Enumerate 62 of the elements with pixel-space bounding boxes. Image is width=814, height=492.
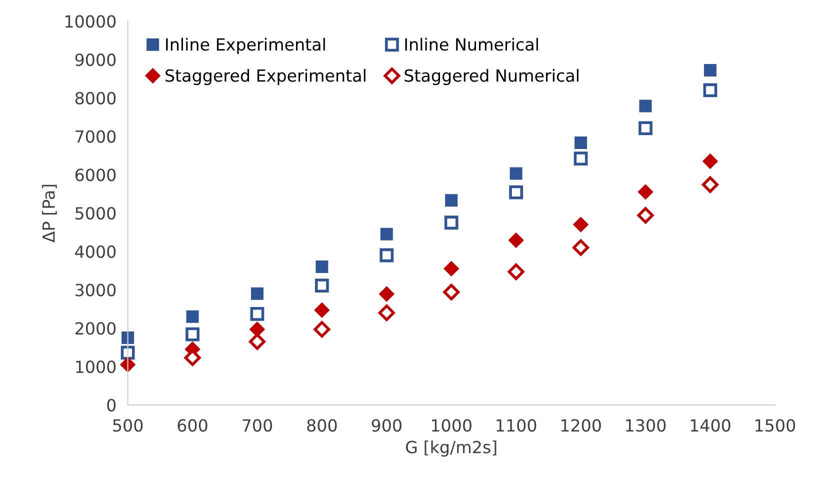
y-tick-label: 9000 [75, 53, 116, 66]
y-tick-label: 1000 [76, 360, 116, 374]
point [508, 232, 524, 248]
point [574, 136, 588, 150]
point [186, 327, 200, 342]
legend-label: Inline Numerical [405, 38, 538, 51]
y-tick-label: 8000 [75, 92, 116, 104]
x-tick-label: 1000 [432, 419, 472, 432]
point [444, 261, 459, 276]
x-tick-label: 1400 [690, 419, 730, 432]
point [314, 302, 330, 318]
x-axis-title: G [kg/m2s] [406, 440, 496, 457]
point [638, 121, 652, 136]
y-tick-label: 3000 [76, 284, 116, 296]
point [314, 321, 330, 338]
point [702, 176, 718, 193]
point [445, 194, 458, 207]
x-tick-label: 600 [178, 419, 208, 432]
point [572, 239, 590, 256]
point [250, 307, 264, 321]
y-tick-label: 0 [107, 398, 116, 412]
x-tick-label: 1500 [756, 419, 796, 432]
y-axis-title: ΔP [Pa] [42, 184, 57, 243]
legend-label: Staggered Numerical [404, 68, 578, 86]
legend-label: Staggered Experimental [166, 68, 366, 86]
point [186, 310, 199, 323]
y-tick-label: 10000 [65, 15, 116, 28]
point [637, 207, 654, 224]
x-tick-label: 700 [242, 419, 272, 432]
legend-label: Inline Experimental [166, 38, 325, 54]
x-tick-label: 1200 [561, 419, 601, 432]
x-tick-label: 1300 [626, 419, 666, 432]
y-tick-label: 4000 [75, 245, 116, 258]
point [380, 248, 394, 262]
point [703, 83, 718, 98]
point [316, 260, 328, 274]
y-tick-label: 7000 [76, 130, 116, 143]
point [444, 216, 458, 230]
y-tick-label: 2000 [75, 322, 116, 335]
point [443, 284, 460, 300]
point [248, 333, 266, 350]
point [250, 322, 265, 337]
point [314, 278, 329, 293]
x-tick-label: 900 [372, 419, 402, 432]
point [508, 263, 524, 280]
point [510, 167, 522, 180]
y-tick-label: 6000 [75, 168, 116, 182]
point [573, 216, 588, 232]
y-tick-label: 5000 [76, 207, 116, 220]
x-tick-label: 800 [307, 419, 337, 432]
point [639, 100, 652, 112]
point [509, 185, 524, 200]
x-tick-label: 1100 [496, 419, 536, 432]
point [574, 152, 588, 166]
point [702, 154, 718, 169]
point [638, 184, 654, 200]
point [704, 64, 716, 77]
point [380, 228, 393, 240]
point [378, 304, 395, 322]
x-tick-label: 500 [113, 419, 143, 432]
point [250, 287, 264, 300]
point [379, 286, 394, 302]
